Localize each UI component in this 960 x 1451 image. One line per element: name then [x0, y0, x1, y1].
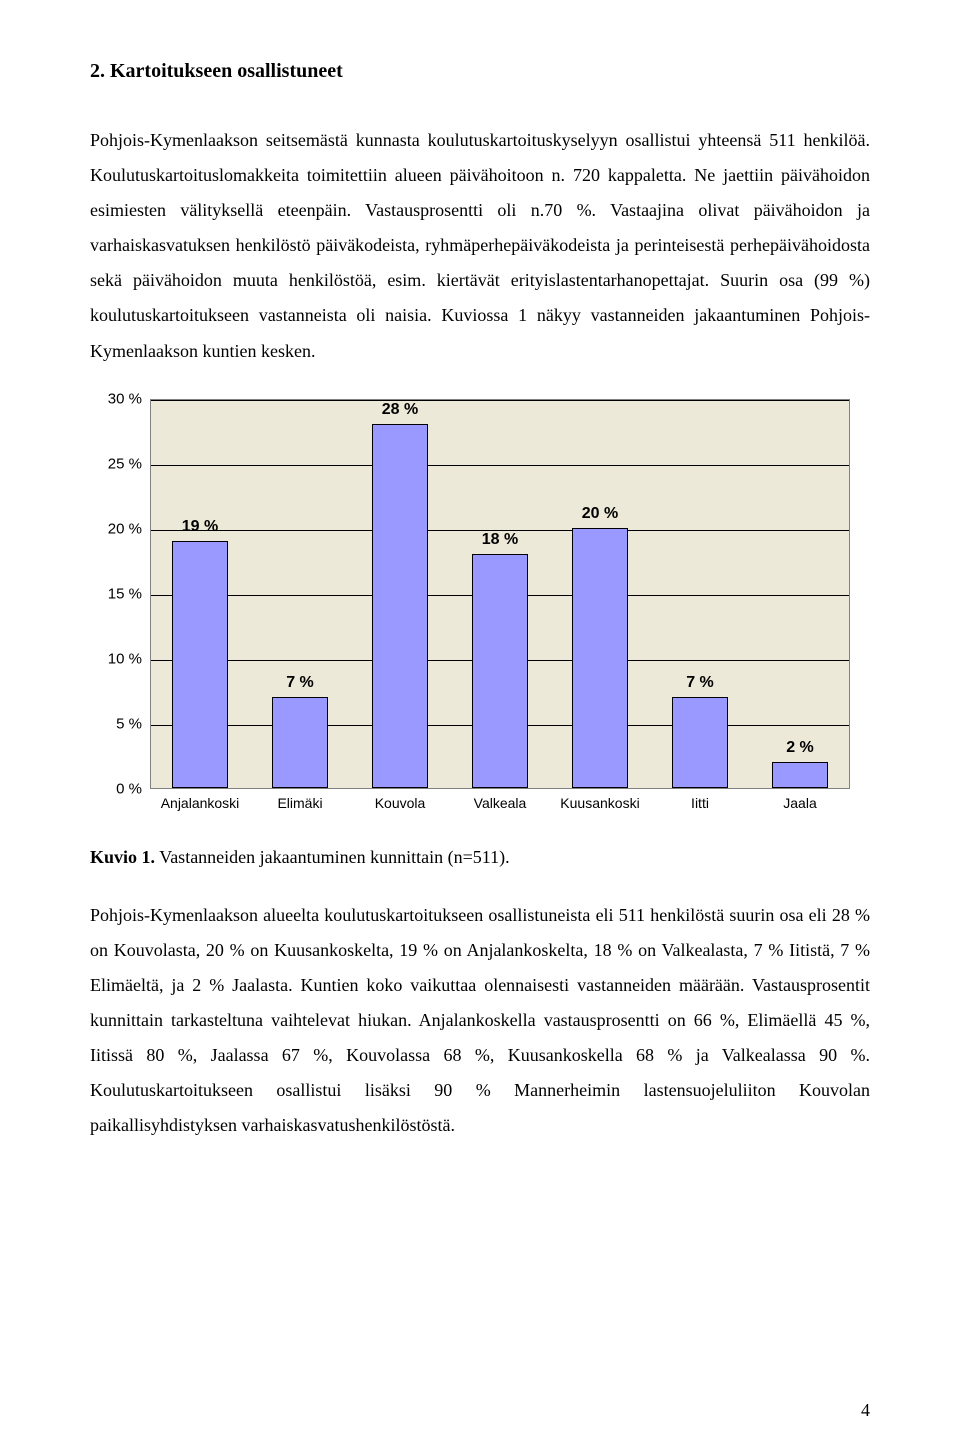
chart-bar-slot: 19 %Anjalankoski [150, 399, 250, 789]
chart-x-label: Iitti [691, 795, 709, 811]
chart-bar-value: 18 % [482, 531, 518, 549]
chart-bar [372, 424, 428, 788]
section-heading: 2. Kartoitukseen osallistuneet [90, 60, 870, 83]
figure-caption: Kuvio 1. Vastanneiden jakaantuminen kunn… [90, 847, 870, 868]
chart-bar-value: 2 % [786, 739, 814, 757]
caption-label: Kuvio 1. [90, 847, 155, 867]
chart-x-label: Jaala [783, 795, 816, 811]
chart-y-tick-label: 15 % [90, 585, 142, 602]
chart-bar-slot: 18 %Valkeala [450, 399, 550, 789]
chart-bar-slot: 2 %Jaala [750, 399, 850, 789]
chart-bar-slot: 28 %Kouvola [350, 399, 450, 789]
chart-bar-value: 7 % [286, 674, 314, 692]
chart-x-label: Anjalankoski [161, 795, 240, 811]
caption-text: Vastanneiden jakaantuminen kunnittain (n… [155, 847, 510, 867]
chart-bar-value: 20 % [582, 505, 618, 523]
chart-y-tick-label: 30 % [90, 390, 142, 407]
document-page: 2. Kartoitukseen osallistuneet Pohjois-K… [0, 0, 960, 1451]
bar-chart: 19 %Anjalankoski7 %Elimäki28 %Kouvola18 … [90, 399, 850, 819]
chart-bar [672, 697, 728, 788]
paragraph-2: Pohjois-Kymenlaakson alueelta koulutuska… [90, 898, 870, 1144]
chart-bar-slot: 7 %Elimäki [250, 399, 350, 789]
chart-y-tick-label: 20 % [90, 520, 142, 537]
chart-bar [172, 541, 228, 788]
chart-y-tick-label: 5 % [90, 715, 142, 732]
chart-bar-value: 7 % [686, 674, 714, 692]
chart-x-label: Valkeala [474, 795, 527, 811]
chart-x-label: Kouvola [375, 795, 426, 811]
chart-bars: 19 %Anjalankoski7 %Elimäki28 %Kouvola18 … [150, 399, 850, 789]
chart-container: 19 %Anjalankoski7 %Elimäki28 %Kouvola18 … [90, 399, 870, 819]
chart-y-tick-label: 0 % [90, 780, 142, 797]
page-number: 4 [861, 1400, 870, 1421]
chart-y-tick-label: 25 % [90, 455, 142, 472]
chart-bar-slot: 20 %Kuusankoski [550, 399, 650, 789]
chart-x-label: Elimäki [277, 795, 322, 811]
chart-bar [272, 697, 328, 788]
chart-bar-value: 28 % [382, 401, 418, 419]
paragraph-1: Pohjois-Kymenlaakson seitsemästä kunnast… [90, 123, 870, 369]
chart-x-label: Kuusankoski [560, 795, 639, 811]
chart-bar [572, 528, 628, 788]
chart-bar [472, 554, 528, 788]
chart-bar-value: 19 % [182, 518, 218, 536]
chart-bar-slot: 7 %Iitti [650, 399, 750, 789]
chart-y-tick-label: 10 % [90, 650, 142, 667]
chart-bar [772, 762, 828, 788]
